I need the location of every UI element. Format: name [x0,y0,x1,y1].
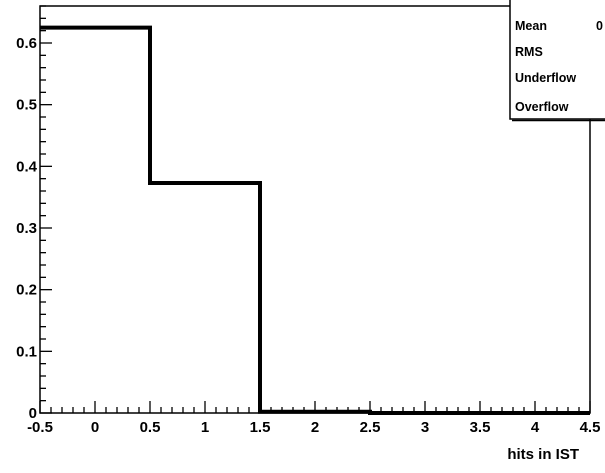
tick-labels: -0.5 0 0.5 1 1.5 2 2.5 3 3.5 4 4.500.10.20.30.40.5… [16,35,600,436]
axis-ticks [39,5,591,414]
x-tick-label: 2.5 [360,419,381,436]
stats-label: Overflow [515,100,569,114]
stats-value: 0 [596,19,603,33]
y-tick-label: 0 [29,405,37,422]
stats-label: Entries [515,0,557,2]
x-tick-label: 3 [421,419,429,436]
stats-label: RMS [515,45,543,59]
x-tick-label: 4 [531,419,540,436]
x-tick-label: 2 [311,419,319,436]
x-tick-label: 1 [201,419,209,436]
stats-box: Entries 1 Mean 0 RMS Underflow Overflow [509,0,605,122]
x-tick-label: 4.5 [580,419,601,436]
y-tick-label: 0.4 [16,158,38,175]
stats-box-frame [509,0,605,120]
x-tick-label: -0.5 [27,419,53,436]
stats-label: Mean [515,19,547,33]
y-tick-label: 0.1 [16,343,37,360]
x-tick-label: 0 [91,419,99,436]
y-tick-label: 0.6 [16,35,37,52]
x-axis-title: hits in IST [507,446,579,463]
x-tick-label: 3.5 [470,419,491,436]
y-tick-label: 0.5 [16,97,37,114]
x-tick-label: 1.5 [250,419,271,436]
y-tick-label: 0.2 [16,282,37,299]
plot-frame [39,5,591,414]
stats-label: Underflow [515,71,576,85]
stats-value: 1 [596,0,603,2]
y-tick-label: 0.3 [16,220,37,237]
x-tick-label: 0.5 [140,419,161,436]
